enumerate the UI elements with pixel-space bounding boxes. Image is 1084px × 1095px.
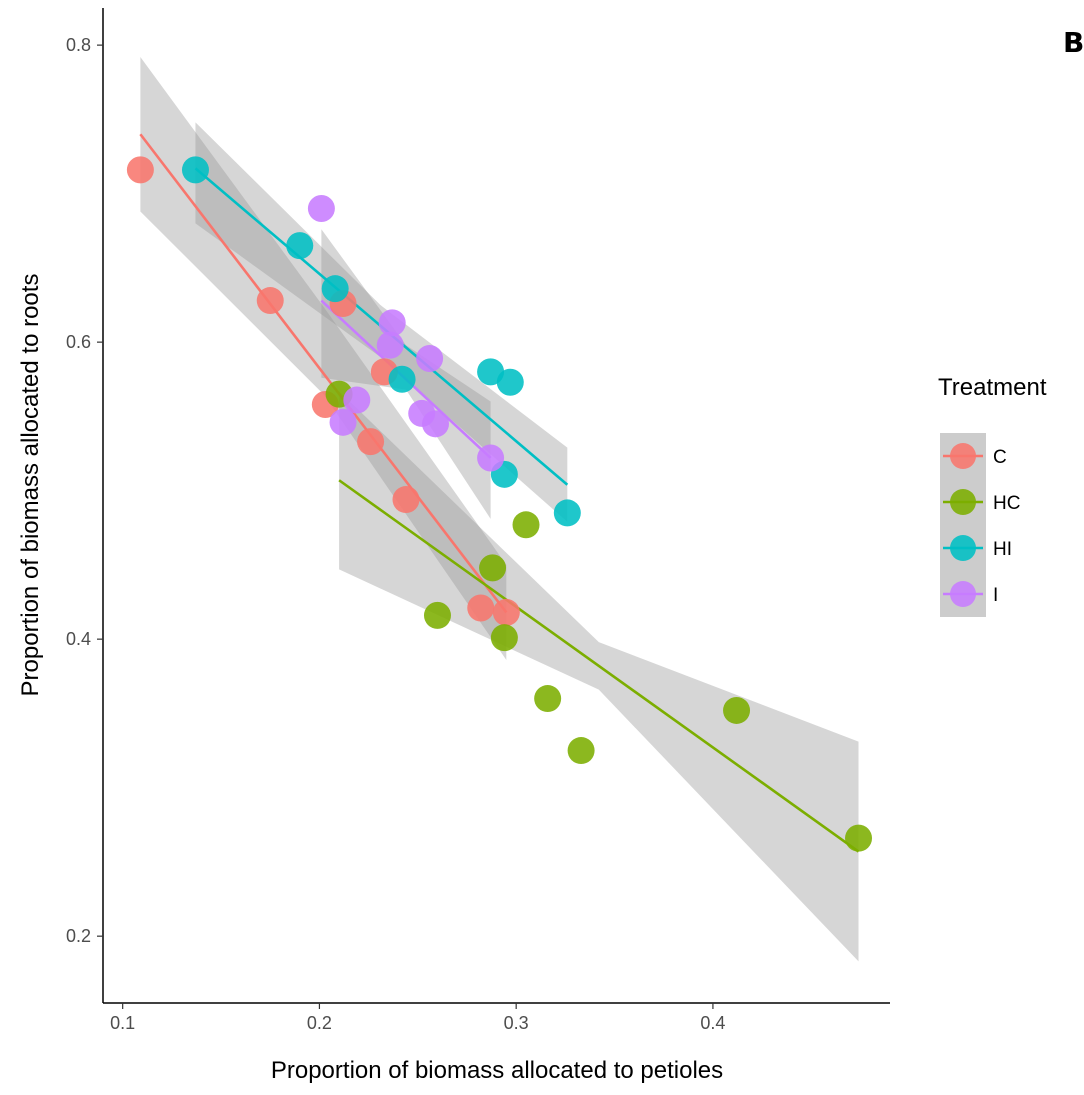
data-point-i [378,309,406,337]
data-point-c [492,598,520,626]
data-point-hc [723,696,751,724]
data-point-i [343,386,371,414]
y-axis-ticks: 0.2 0.4 0.6 0.8 [66,35,103,946]
legend-key-point-hc [950,489,976,515]
data-point-hc [845,824,873,852]
data-point-i [307,194,335,222]
x-axis-title: Proportion of biomass allocated to petio… [271,1057,723,1084]
data-point-c [467,594,495,622]
y-tick-label: 0.2 [66,926,91,946]
data-point-c [256,287,284,315]
data-point-hc [567,737,595,765]
data-point-hi [553,499,581,527]
data-point-hi [181,156,209,184]
data-point-hc [512,511,540,539]
data-point-i [416,344,444,372]
y-axis-title: Proportion of biomass allocated to roots [17,274,44,697]
legend-key-point-hi [950,535,976,561]
legend-label-hi: HI [993,539,1012,560]
x-tick-label: 0.1 [110,1013,135,1033]
data-point-hi [321,275,349,303]
legend-keys: C HC HI I [940,433,1020,617]
data-point-i [376,331,404,359]
data-point-c [357,428,385,456]
legend-key-point-i [950,581,976,607]
data-point-hi [496,368,524,396]
y-tick-label: 0.4 [66,629,91,649]
data-points [126,156,873,852]
regression-line-c [139,133,508,614]
data-point-hc [534,685,562,713]
x-tick-label: 0.4 [700,1013,725,1033]
legend-label-c: C [993,447,1007,468]
data-point-hc [490,624,518,652]
legend-title: Treatment [938,374,1047,401]
data-point-hi [388,365,416,393]
data-point-hi [286,232,314,260]
legend-label-hc: HC [993,493,1020,514]
y-tick-label: 0.8 [66,35,91,55]
x-tick-label: 0.3 [504,1013,529,1033]
data-point-i [477,444,505,472]
x-tick-label: 0.2 [307,1013,332,1033]
data-point-i [422,410,450,438]
data-point-c [392,486,420,514]
legend: Treatment C HC HI I [938,374,1047,617]
regression-line-hc [338,479,860,853]
data-point-hc [423,601,451,629]
confidence-band-hc [339,391,859,962]
data-point-hc [479,554,507,582]
data-point-c [126,156,154,184]
x-axis-ticks: 0.1 0.2 0.3 0.4 [110,1003,725,1033]
legend-label-i: I [993,585,998,606]
y-tick-label: 0.6 [66,332,91,352]
legend-key-point-c [950,443,976,469]
confidence-bands [140,57,859,962]
axes: 0.1 0.2 0.3 0.4 0.2 0.4 0.6 0.8 [66,8,890,1033]
panel-label: B [1063,26,1084,59]
data-point-i [329,408,357,436]
